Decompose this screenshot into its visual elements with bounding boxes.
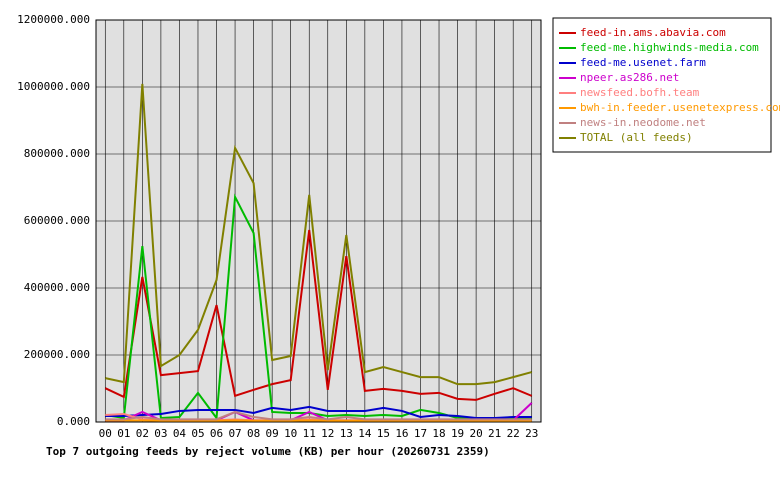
x-tick-label: 01 <box>117 427 130 440</box>
x-tick-label: 16 <box>395 427 408 440</box>
legend-label: bwh-in.feeder.usenetexpress.com <box>580 101 780 114</box>
x-tick-label: 15 <box>377 427 390 440</box>
x-tick-label: 07 <box>228 427 241 440</box>
x-tick-label: 00 <box>99 427 112 440</box>
series-line <box>105 193 532 421</box>
legend-label: news-in.neodome.net <box>580 116 706 129</box>
legend-label: TOTAL (all feeds) <box>580 131 693 144</box>
legend-label: feed-me.highwinds-media.com <box>580 41 759 54</box>
chart-title: Top 7 outgoing feeds by reject volume (K… <box>46 445 490 458</box>
legend-label: npeer.as286.net <box>580 71 679 84</box>
x-tick-label: 17 <box>414 427 427 440</box>
y-tick-label: 600000.000 <box>24 214 90 227</box>
x-tick-label: 21 <box>488 427 501 440</box>
x-tick-label: 05 <box>191 427 204 440</box>
y-tick-label: 1200000.000 <box>17 13 90 26</box>
x-tick-label: 23 <box>525 427 538 440</box>
series-line <box>104 229 533 401</box>
series-line <box>105 410 532 421</box>
x-tick-label: 04 <box>173 427 187 440</box>
x-tick-label: 11 <box>303 427 316 440</box>
x-tick-label: 10 <box>284 427 297 440</box>
legend-label: feed-in.ams.abavia.com <box>580 26 726 39</box>
legend-label: newsfeed.bofh.team <box>580 86 700 99</box>
y-tick-label: 0.000 <box>57 415 90 428</box>
y-tick-label: 800000.000 <box>24 147 90 160</box>
x-tick-label: 06 <box>210 427 223 440</box>
x-tick-label: 13 <box>340 427 353 440</box>
x-tick-label: 22 <box>507 427 520 440</box>
x-tick-label: 20 <box>469 427 482 440</box>
x-tick-label: 19 <box>451 427 464 440</box>
x-tick-label: 14 <box>358 427 372 440</box>
legend-label: feed-me.usenet.farm <box>580 56 706 69</box>
legend-box <box>552 17 772 153</box>
series-line <box>105 405 532 419</box>
y-tick-label: 1000000.000 <box>17 80 90 93</box>
y-tick-label: 200000.000 <box>24 348 90 361</box>
x-tick-label: 12 <box>321 427 334 440</box>
y-tick-label: 400000.000 <box>24 281 90 294</box>
series-line <box>105 83 532 386</box>
x-tick-label: 09 <box>266 427 279 440</box>
x-tick-label: 18 <box>432 427 445 440</box>
x-tick-label: 08 <box>247 427 260 440</box>
x-tick-label: 02 <box>136 427 149 440</box>
x-tick-label: 03 <box>154 427 167 440</box>
